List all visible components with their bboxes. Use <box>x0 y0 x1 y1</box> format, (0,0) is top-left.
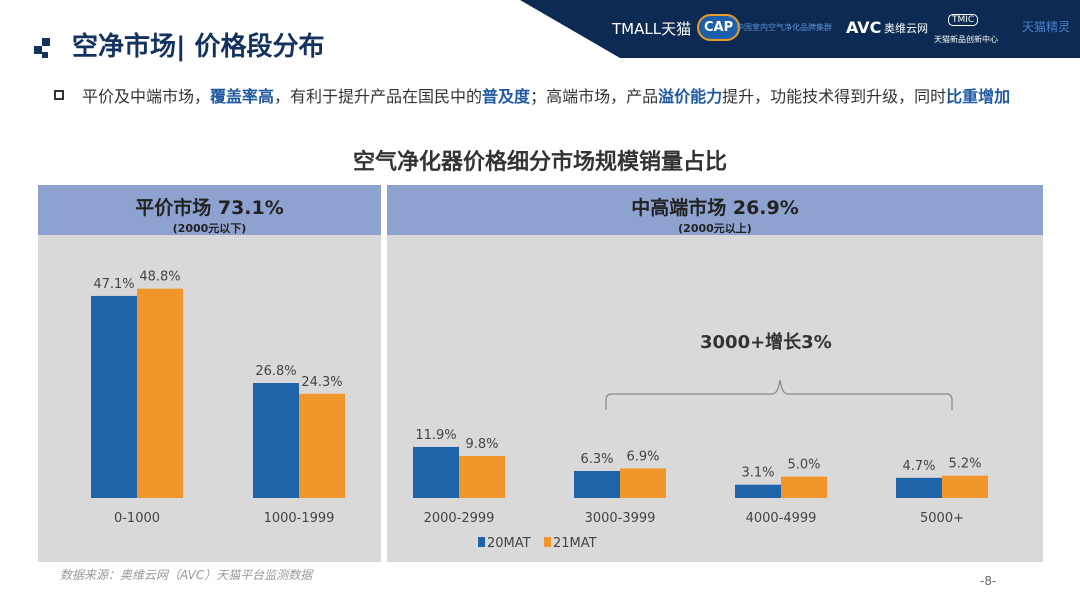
bar-20MAT-0-1000 <box>91 295 137 498</box>
source-note: 数据来源：奥维云网（AVC）天猫平台监测数据 <box>60 568 313 582</box>
data-label: 11.9% <box>415 428 456 443</box>
cap-logo-text: 中国室内空气净化品牌集群 <box>736 23 832 32</box>
text: ；高端市场，产品 <box>530 87 659 106</box>
highlight: 比重增加 <box>946 87 1011 106</box>
bar-21MAT-4000-4999 <box>781 476 827 498</box>
tmic-logo-text: 天猫新品创新中心 <box>934 35 998 44</box>
avc-logo-text: 奥维云网 <box>884 22 928 35</box>
highlight: 覆盖率高 <box>210 87 275 106</box>
text: 提升，功能技术得到升级，同时 <box>722 87 947 106</box>
data-label: 6.9% <box>626 449 659 464</box>
legend-label: 21MAT <box>553 536 597 551</box>
legend-swatch <box>544 537 551 547</box>
category-label: 3000-3999 <box>585 511 656 526</box>
category-label: 4000-4999 <box>746 511 817 526</box>
panel-subtitle: (2000元以上) <box>678 222 752 235</box>
data-label: 48.8% <box>139 270 180 285</box>
tmall-genie-logo: 天猫精灵 <box>1022 20 1071 34</box>
bar-20MAT-3000-3999 <box>574 470 620 498</box>
data-label: 5.2% <box>948 457 981 472</box>
data-label: 47.1% <box>93 277 134 292</box>
brace <box>605 379 953 410</box>
panel-title: 平价市场 73.1% <box>135 197 284 219</box>
bar-21MAT-3000-3999 <box>620 468 666 498</box>
panel-subtitle: (2000元以下) <box>172 222 247 235</box>
bar-21MAT-2000-2999 <box>459 455 505 498</box>
bar-21MAT-1000-1999 <box>299 393 345 498</box>
bar-20MAT-5000+ <box>896 477 942 498</box>
category-label: 5000+ <box>920 511 964 526</box>
bar-21MAT-0-1000 <box>137 288 183 498</box>
category-label: 0-1000 <box>114 511 160 526</box>
text: 平价及中端市场， <box>82 87 211 106</box>
header-bar: TMALL天猫 CAP 中国室内空气净化品牌集群 AVC 奥维云网 TMIC 天… <box>0 0 1080 60</box>
data-label: 26.8% <box>255 364 296 379</box>
header-background <box>520 0 1080 58</box>
growth-annotation: 3000+增长3% <box>700 332 832 353</box>
data-label: 9.8% <box>465 437 498 452</box>
page-number: -8- <box>980 574 997 588</box>
page-title: 空净市场| 价格段分布 <box>72 32 325 62</box>
bar-21MAT-5000+ <box>942 475 988 498</box>
avc-logo: AVC <box>846 18 882 37</box>
category-label: 2000-2999 <box>424 511 495 526</box>
bullet-icon <box>54 90 64 100</box>
tmic-logo: TMIC <box>948 14 979 26</box>
bar-20MAT-4000-4999 <box>735 484 781 498</box>
data-label: 4.7% <box>902 459 935 474</box>
text: ，有利于提升产品在国民中的 <box>274 87 483 106</box>
title-decor-icon <box>34 38 50 58</box>
highlight: 溢价能力 <box>658 87 723 106</box>
bar-20MAT-1000-1999 <box>253 383 299 498</box>
panel-premium: 中高端市场 26.9% (2000元以上) <box>387 185 1043 562</box>
cap-logo: CAP <box>697 14 741 41</box>
highlight: 普及度 <box>482 87 531 106</box>
panel-header: 中高端市场 26.9% (2000元以上) <box>387 185 1043 235</box>
data-label: 6.3% <box>580 452 613 467</box>
bullet-text: 平价及中端市场，覆盖率高，有利于提升产品在国民中的普及度；高端市场，产品溢价能力… <box>82 86 1022 108</box>
bar-20MAT-2000-2999 <box>413 446 459 498</box>
data-label: 3.1% <box>741 466 774 481</box>
category-label: 1000-1999 <box>264 511 335 526</box>
data-label: 5.0% <box>787 458 820 473</box>
panel-header: 平价市场 73.1% (2000元以下) <box>38 185 381 235</box>
chart-title: 空气净化器价格细分市场规模销量占比 <box>352 150 727 175</box>
panel-title: 中高端市场 26.9% <box>631 197 799 219</box>
legend-label: 20MAT <box>487 536 531 551</box>
data-label: 24.3% <box>301 375 342 390</box>
legend-swatch <box>478 537 485 547</box>
tmall-logo: TMALL天猫 <box>612 20 692 38</box>
